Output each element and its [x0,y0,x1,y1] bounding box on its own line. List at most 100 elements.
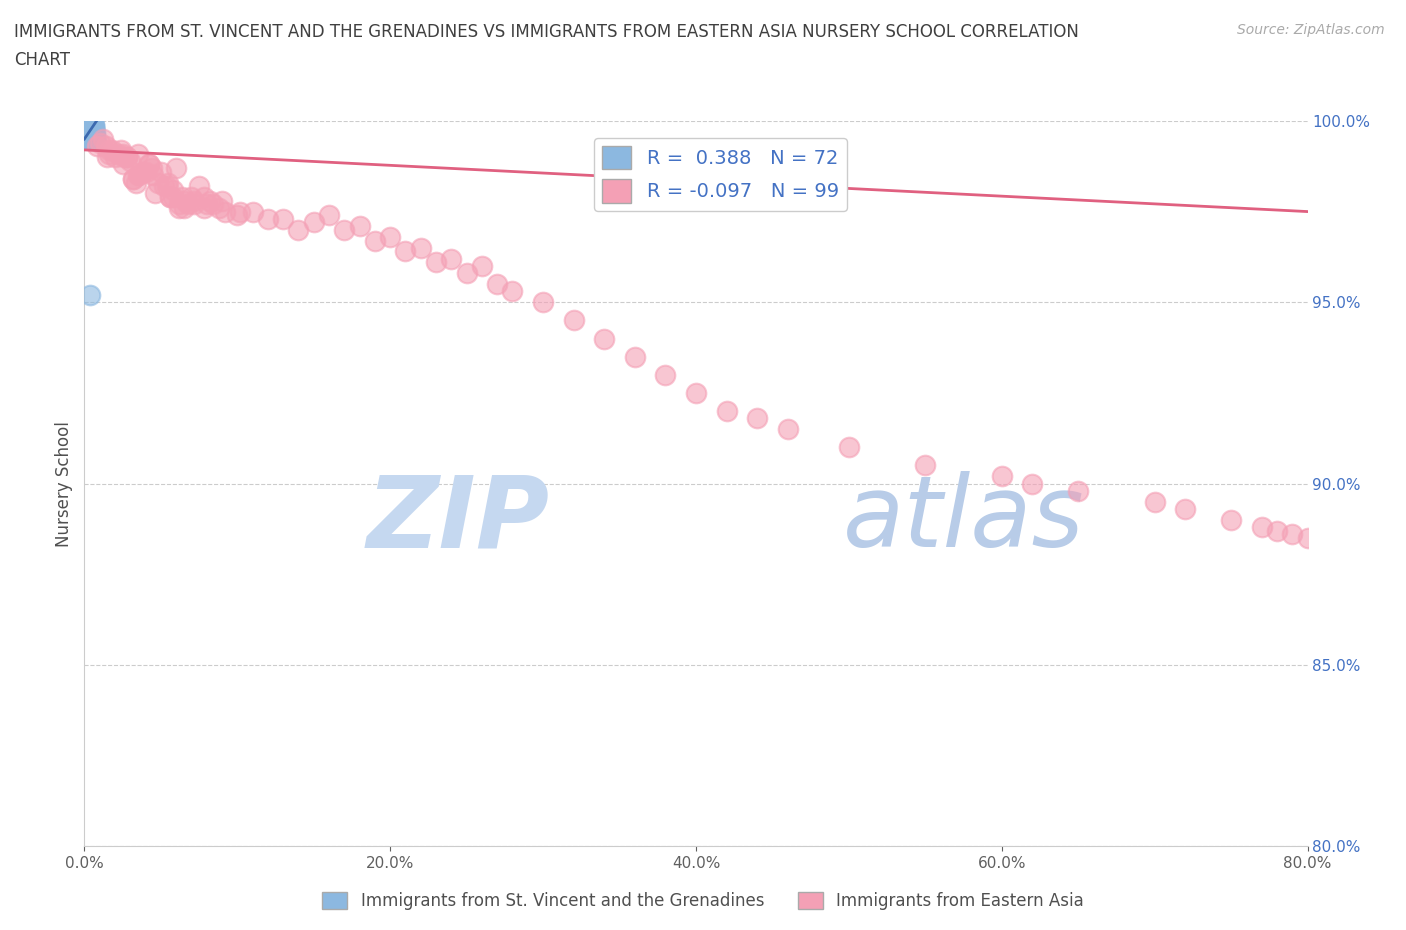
Point [76,113,98,128]
Point [208,201,231,216]
Point [1067,484,1090,498]
Point [97,142,120,157]
Point [127,167,149,182]
Point [193,190,215,205]
Point [79,125,101,140]
Point [77,121,100,136]
Point [115,150,138,165]
Point [128,167,150,182]
Point [77,121,100,136]
Point [80,121,103,136]
Point [96,150,118,165]
Point [76,113,98,128]
Point [143,186,166,201]
Point [162,190,184,205]
Point [138,157,160,172]
Point [101,142,124,157]
Point [167,201,190,216]
Point [84,131,107,146]
Point [409,240,432,255]
Point [79,117,101,132]
Point [76,121,98,136]
Point [84,125,107,140]
Point [142,167,165,182]
Point [79,125,101,140]
Point [79,125,101,140]
Point [349,219,371,233]
Point [1265,524,1288,538]
Point [79,287,101,302]
Point [838,440,860,455]
Point [83,128,105,143]
Point [80,125,103,140]
Point [685,386,707,401]
Point [83,117,105,132]
Point [111,146,134,161]
Point [80,121,103,136]
Point [89,135,111,150]
Point [214,204,236,219]
Point [914,458,936,473]
Point [141,161,163,176]
Point [593,331,616,346]
Point [83,121,105,136]
Point [76,113,98,128]
Point [80,121,103,136]
Point [80,131,103,146]
Point [153,179,176,193]
Point [84,131,107,146]
Point [79,117,101,132]
Point [1220,512,1243,527]
Point [83,121,105,136]
Point [1281,527,1303,542]
Text: CHART: CHART [14,51,70,69]
Point [177,197,200,212]
Point [654,367,676,382]
Legend: Immigrants from St. Vincent and the Grenadines, Immigrants from Eastern Asia: Immigrants from St. Vincent and the Gren… [316,885,1090,917]
Point [122,171,145,186]
Text: Source: ZipAtlas.com: Source: ZipAtlas.com [1237,23,1385,37]
Point [77,113,100,128]
Point [84,131,107,146]
Point [79,128,101,143]
Point [180,190,202,205]
Point [79,131,101,146]
Point [333,222,356,237]
Point [84,128,107,143]
Point [76,113,98,128]
Point [1296,531,1319,546]
Point [173,201,195,216]
Point [94,139,117,153]
Point [79,121,101,136]
Point [174,193,197,208]
Point [165,161,187,176]
Text: IMMIGRANTS FROM ST. VINCENT AND THE GRENADINES VS IMMIGRANTS FROM EASTERN ASIA N: IMMIGRANTS FROM ST. VINCENT AND THE GREN… [14,23,1078,41]
Point [83,117,105,132]
Point [157,175,180,190]
Point [138,157,160,172]
Point [162,182,184,197]
Point [80,121,103,136]
Point [107,146,129,161]
Point [456,266,478,281]
Point [79,131,101,146]
Point [86,139,108,153]
Point [120,153,142,168]
Point [287,222,309,237]
Point [1250,520,1272,535]
Point [83,128,105,143]
Point [257,211,280,226]
Point [172,190,194,205]
Point [83,128,105,143]
Point [380,230,402,245]
Text: ZIP: ZIP [366,472,550,568]
Point [80,128,103,143]
Point [531,295,554,310]
Point [146,175,169,190]
Point [76,121,98,136]
Point [394,244,416,259]
Point [302,215,325,230]
Point [79,117,101,132]
Point [80,125,103,140]
Point [122,171,145,186]
